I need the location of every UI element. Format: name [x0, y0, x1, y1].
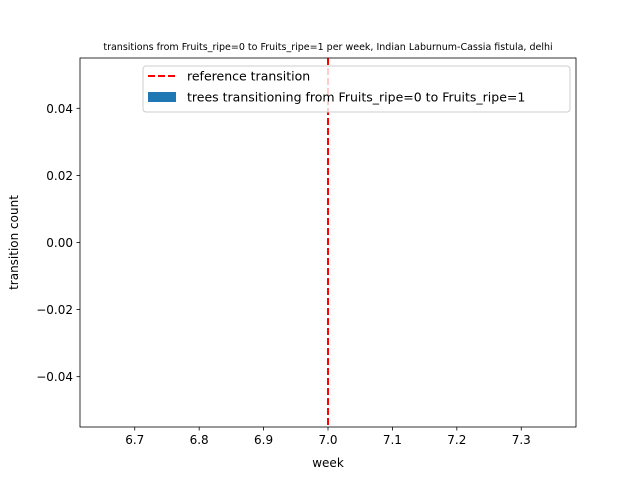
- x-tick-label: 7.2: [447, 433, 466, 447]
- y-axis-ticks: −0.04 −0.02 0.00 0.02 0.04: [36, 102, 80, 384]
- legend-box: [142, 65, 571, 113]
- legend-label-reference: reference transition: [187, 69, 310, 84]
- legend-label-bars: trees transitioning from Fruits_ripe=0 t…: [187, 90, 525, 105]
- y-tick-label: −0.04: [36, 370, 73, 384]
- y-tick-label: 0.02: [46, 169, 73, 183]
- x-tick-label: 7.0: [318, 433, 337, 447]
- y-tick-label: 0.00: [46, 236, 73, 250]
- chart-title: transitions from Fruits_ripe=0 to Fruits…: [103, 42, 552, 53]
- x-tick-label: 7.3: [512, 433, 531, 447]
- y-axis-label: transition count: [7, 195, 21, 290]
- x-tick-label: 6.9: [254, 433, 273, 447]
- x-axis-ticks: 6.7 6.8 6.9 7.0 7.1 7.2 7.3: [125, 427, 531, 447]
- x-axis-label: week: [312, 456, 344, 470]
- y-tick-label: 0.04: [46, 102, 73, 116]
- x-tick-label: 7.1: [383, 433, 402, 447]
- x-tick-label: 6.8: [190, 433, 209, 447]
- y-tick-label: −0.02: [36, 303, 73, 317]
- legend-swatch-bars: [148, 92, 176, 102]
- x-tick-label: 6.7: [125, 433, 144, 447]
- legend: reference transition trees transitioning…: [142, 65, 571, 113]
